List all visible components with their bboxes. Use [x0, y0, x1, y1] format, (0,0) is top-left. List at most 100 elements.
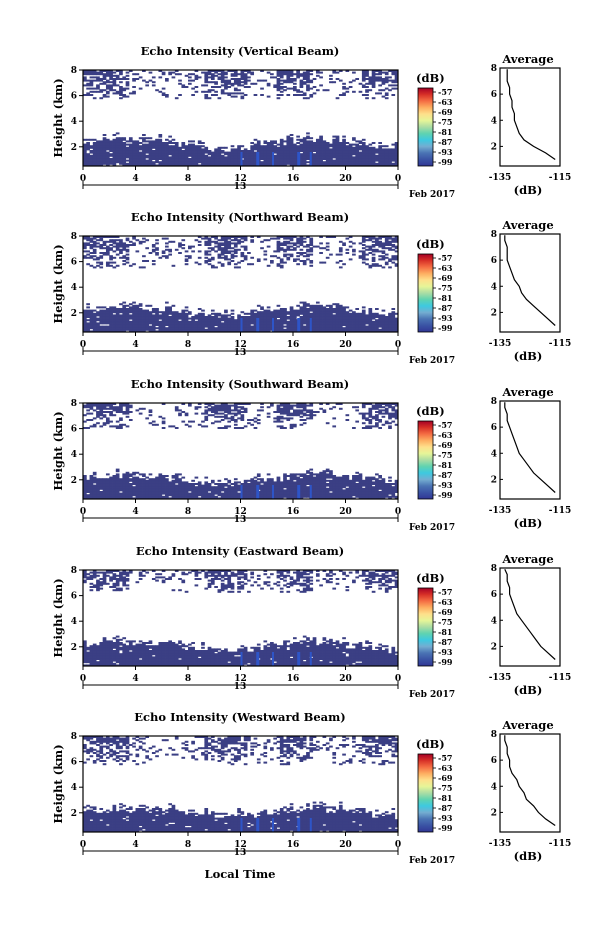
echo-cell — [194, 316, 199, 318]
echo-cell — [371, 264, 376, 267]
echo-cell — [109, 86, 113, 88]
echo-cell — [240, 316, 245, 318]
echo-cell — [89, 412, 94, 415]
echo-cell — [276, 304, 281, 307]
echo-cell — [240, 419, 245, 421]
echo-cell — [197, 153, 202, 156]
echo-cell — [361, 327, 366, 330]
echo-cell — [352, 312, 356, 315]
echo-cell — [174, 494, 179, 497]
echo-cell — [165, 492, 169, 495]
echo-cell — [145, 312, 150, 315]
echo-cell — [138, 148, 143, 151]
echo-cell — [122, 316, 127, 318]
echo-cell — [102, 161, 107, 164]
echo-cell — [358, 312, 363, 315]
echo-cell — [128, 327, 133, 330]
echo-cell — [230, 84, 235, 87]
echo-cell — [335, 78, 340, 80]
echo-cell — [92, 244, 97, 246]
echo-cell — [315, 148, 320, 151]
echo-cell — [142, 153, 146, 156]
echo-cell — [270, 161, 274, 164]
echo-cell — [96, 422, 100, 425]
echo-cell — [188, 154, 192, 157]
echo-cell — [178, 483, 182, 485]
echo-cell — [122, 154, 127, 157]
echo-cell — [109, 484, 113, 487]
echo-cell — [394, 162, 398, 165]
echo-cell — [296, 148, 300, 151]
echo-cell — [115, 159, 120, 162]
echo-cell — [256, 140, 261, 143]
echo-cell — [83, 162, 87, 165]
echo-cell — [247, 491, 251, 493]
echo-cell — [102, 82, 107, 85]
echo-cell — [92, 314, 97, 317]
echo-cell — [348, 153, 353, 156]
echo-cell — [181, 484, 186, 487]
echo-cell — [105, 153, 110, 156]
echo-cell — [109, 486, 113, 489]
echo-cell — [263, 150, 268, 152]
echo-cell — [171, 159, 176, 162]
heatmap-plot — [83, 236, 398, 332]
echo-cell — [138, 309, 143, 312]
echo-cell — [155, 423, 159, 426]
echo-cell — [266, 264, 271, 267]
echo-cell — [142, 407, 146, 410]
echo-cell — [165, 248, 169, 251]
echo-cell — [227, 325, 232, 328]
echo-cell — [240, 406, 245, 409]
echo-cell — [165, 146, 169, 149]
echo-cell — [165, 475, 169, 477]
echo-cell — [165, 330, 169, 332]
echo-cell — [220, 327, 225, 330]
echo-cell — [384, 97, 389, 100]
echo-cell — [207, 151, 212, 154]
echo-cell — [109, 158, 113, 160]
echo-cell — [105, 79, 110, 82]
echo-cell — [371, 258, 376, 261]
echo-cell — [204, 412, 209, 415]
echo-cell — [112, 414, 117, 417]
echo-cell — [89, 71, 94, 74]
echo-cell — [181, 150, 186, 152]
echo-cell — [99, 156, 104, 159]
echo-cell — [142, 316, 146, 318]
echo-cell — [375, 148, 379, 151]
echo-cell — [188, 256, 192, 259]
echo-cell — [289, 145, 294, 148]
echo-cell — [96, 311, 100, 314]
echo-cell — [309, 260, 314, 262]
echo-cell — [165, 94, 169, 96]
echo-cell — [115, 132, 120, 135]
echo-cell — [194, 90, 199, 93]
echo-cell — [250, 154, 255, 157]
echo-cell — [378, 89, 382, 92]
echo-cell — [92, 79, 97, 82]
echo-cell — [174, 478, 179, 481]
echo-cell — [83, 325, 87, 328]
echo-cell — [109, 403, 113, 405]
echo-cell — [233, 153, 238, 156]
echo-cell — [174, 158, 179, 160]
echo-cell — [342, 138, 346, 141]
echo-cell — [194, 497, 199, 499]
echo-cell — [283, 242, 287, 245]
echo-cell — [381, 156, 386, 159]
echo-cell — [105, 317, 110, 320]
echo-cell — [312, 324, 317, 326]
echo-cell — [384, 145, 389, 148]
echo-cell — [201, 312, 205, 315]
echo-cell — [233, 481, 238, 484]
echo-cell — [220, 322, 225, 325]
echo-cell — [105, 253, 110, 256]
echo-cell — [138, 137, 143, 140]
echo-cell — [224, 252, 228, 254]
echo-cell — [319, 138, 323, 141]
echo-cell — [319, 312, 323, 315]
echo-cell — [135, 481, 140, 484]
echo-cell — [273, 76, 277, 79]
echo-cell — [322, 309, 327, 312]
